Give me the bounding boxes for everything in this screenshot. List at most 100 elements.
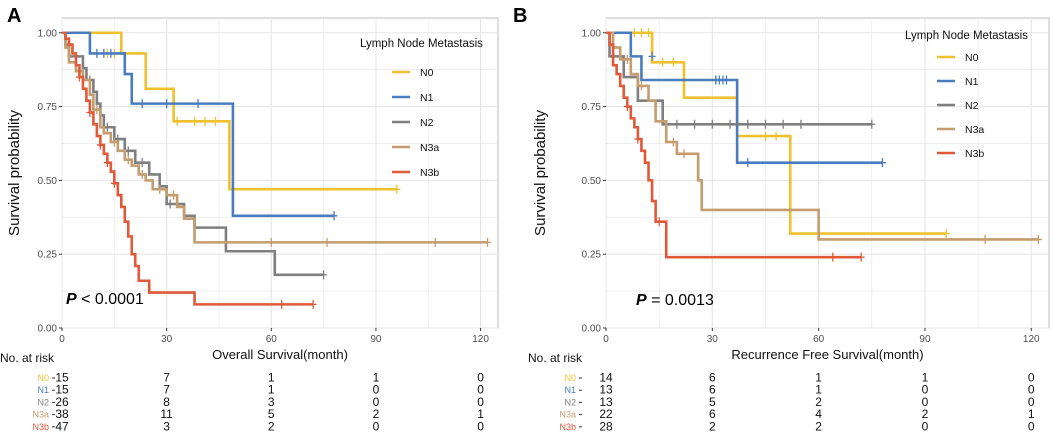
censor-mark bbox=[278, 299, 286, 309]
censor-mark bbox=[173, 116, 181, 126]
risk-count: 7 bbox=[163, 383, 170, 397]
x-tick-label: 0 bbox=[603, 334, 609, 345]
risk-table-title: No. at risk bbox=[528, 351, 583, 365]
risk-table-title: No. at risk bbox=[0, 351, 55, 365]
x-axis-title: Recurrence Free Survival(month) bbox=[731, 347, 923, 362]
legend-label-n3a: N3a bbox=[420, 142, 439, 154]
censor-mark bbox=[100, 48, 108, 58]
censor-mark bbox=[648, 51, 656, 61]
censor-mark bbox=[93, 48, 101, 58]
censor-mark bbox=[981, 234, 989, 244]
risk-count: 5 bbox=[268, 407, 275, 421]
censor-mark bbox=[431, 237, 439, 247]
censor-mark bbox=[634, 134, 642, 144]
plot-area bbox=[605, 17, 1050, 329]
survival-curve-n3b bbox=[62, 31, 314, 306]
p-value: P < 0.0001 bbox=[66, 291, 144, 308]
legend-label-n1: N1 bbox=[420, 92, 434, 104]
censor-mark bbox=[191, 116, 199, 126]
series-n1 bbox=[62, 31, 338, 221]
censor-mark bbox=[138, 99, 146, 109]
risk-count: 0 bbox=[477, 371, 484, 385]
censor-mark bbox=[309, 299, 317, 309]
survival-curve-n3a bbox=[606, 31, 1039, 241]
y-tick-label: 1.00 bbox=[582, 28, 602, 39]
risk-count: 5 bbox=[709, 395, 716, 409]
risk-count: 2 bbox=[373, 407, 380, 421]
risk-count: 0 bbox=[373, 383, 380, 397]
risk-count: 3 bbox=[163, 419, 170, 433]
y-axis-title: Survival probability bbox=[532, 110, 549, 236]
risk-count: 14 bbox=[599, 371, 613, 385]
risk-count: 0 bbox=[477, 395, 484, 409]
censor-mark bbox=[86, 107, 94, 117]
legend-label-n1: N1 bbox=[965, 76, 979, 88]
censor-mark bbox=[156, 184, 164, 194]
x-tick-label: 90 bbox=[919, 334, 931, 345]
censor-mark bbox=[645, 28, 653, 38]
censor-mark bbox=[623, 102, 631, 112]
censor-mark bbox=[680, 149, 688, 159]
legend-title: Lymph Node Metastasis bbox=[360, 38, 483, 50]
risk-count: 1 bbox=[815, 371, 822, 385]
y-tick-label: 0.75 bbox=[582, 102, 602, 113]
censor-mark bbox=[878, 158, 886, 168]
risk-count: 6 bbox=[709, 383, 716, 397]
censor-mark bbox=[166, 199, 174, 209]
censor-mark bbox=[194, 99, 202, 109]
censor-mark bbox=[669, 57, 677, 67]
censor-mark bbox=[96, 140, 104, 150]
y-tick-label: 0.25 bbox=[582, 250, 602, 261]
x-tick-label: 120 bbox=[1023, 334, 1040, 345]
risk-count: 15 bbox=[55, 371, 69, 385]
risk-row-label-n3b: N3b bbox=[32, 422, 49, 432]
survival-curve-n0 bbox=[606, 31, 947, 235]
risk-count: 2 bbox=[815, 419, 822, 433]
risk-count: 0 bbox=[1028, 383, 1035, 397]
risk-count: 0 bbox=[477, 383, 484, 397]
risk-count: 1 bbox=[268, 371, 275, 385]
survival-curve-n3b bbox=[606, 31, 862, 259]
risk-count: 28 bbox=[599, 419, 613, 433]
risk-count: 2 bbox=[922, 407, 929, 421]
risk-row-label-n1: N1 bbox=[37, 385, 49, 395]
risk-count: 6 bbox=[709, 407, 716, 421]
risk-row-label-n2: N2 bbox=[37, 397, 49, 407]
risk-count: 26 bbox=[55, 395, 69, 409]
p-value-text: = 0.0013 bbox=[647, 292, 714, 309]
censor-mark bbox=[484, 237, 492, 247]
censor-mark bbox=[201, 116, 209, 126]
censor-mark bbox=[744, 119, 752, 129]
censor-mark bbox=[761, 119, 769, 129]
risk-count: 1 bbox=[373, 371, 380, 385]
legend-label-n3b: N3b bbox=[965, 148, 984, 160]
panel-label: B bbox=[513, 5, 527, 27]
censor-mark bbox=[267, 237, 275, 247]
risk-count: 1 bbox=[922, 371, 929, 385]
censor-mark bbox=[637, 28, 645, 38]
censor-mark bbox=[93, 105, 101, 115]
y-tick-label: 0.75 bbox=[38, 102, 58, 113]
risk-count: 38 bbox=[55, 407, 69, 421]
censor-mark bbox=[797, 119, 805, 129]
y-axis-title: Survival probability bbox=[6, 110, 23, 236]
censor-mark bbox=[323, 237, 331, 247]
censor-mark bbox=[623, 54, 631, 64]
y-tick-label: 0.25 bbox=[38, 250, 58, 261]
censor-mark bbox=[868, 119, 876, 129]
risk-count: 0 bbox=[477, 419, 484, 433]
risk-count: 0 bbox=[373, 395, 380, 409]
risk-count: 0 bbox=[922, 395, 929, 409]
risk-count: 13 bbox=[599, 383, 613, 397]
censor-mark bbox=[673, 119, 681, 129]
legend-label-n2: N2 bbox=[965, 100, 979, 112]
risk-count: 15 bbox=[55, 383, 69, 397]
risk-count: 0 bbox=[1028, 419, 1035, 433]
censor-mark bbox=[1034, 234, 1042, 244]
risk-row-label-n3a: N3a bbox=[32, 410, 49, 420]
y-tick-label: 0.00 bbox=[582, 324, 602, 335]
risk-row-label-n1: N1 bbox=[564, 385, 576, 395]
series-n0 bbox=[606, 28, 950, 239]
